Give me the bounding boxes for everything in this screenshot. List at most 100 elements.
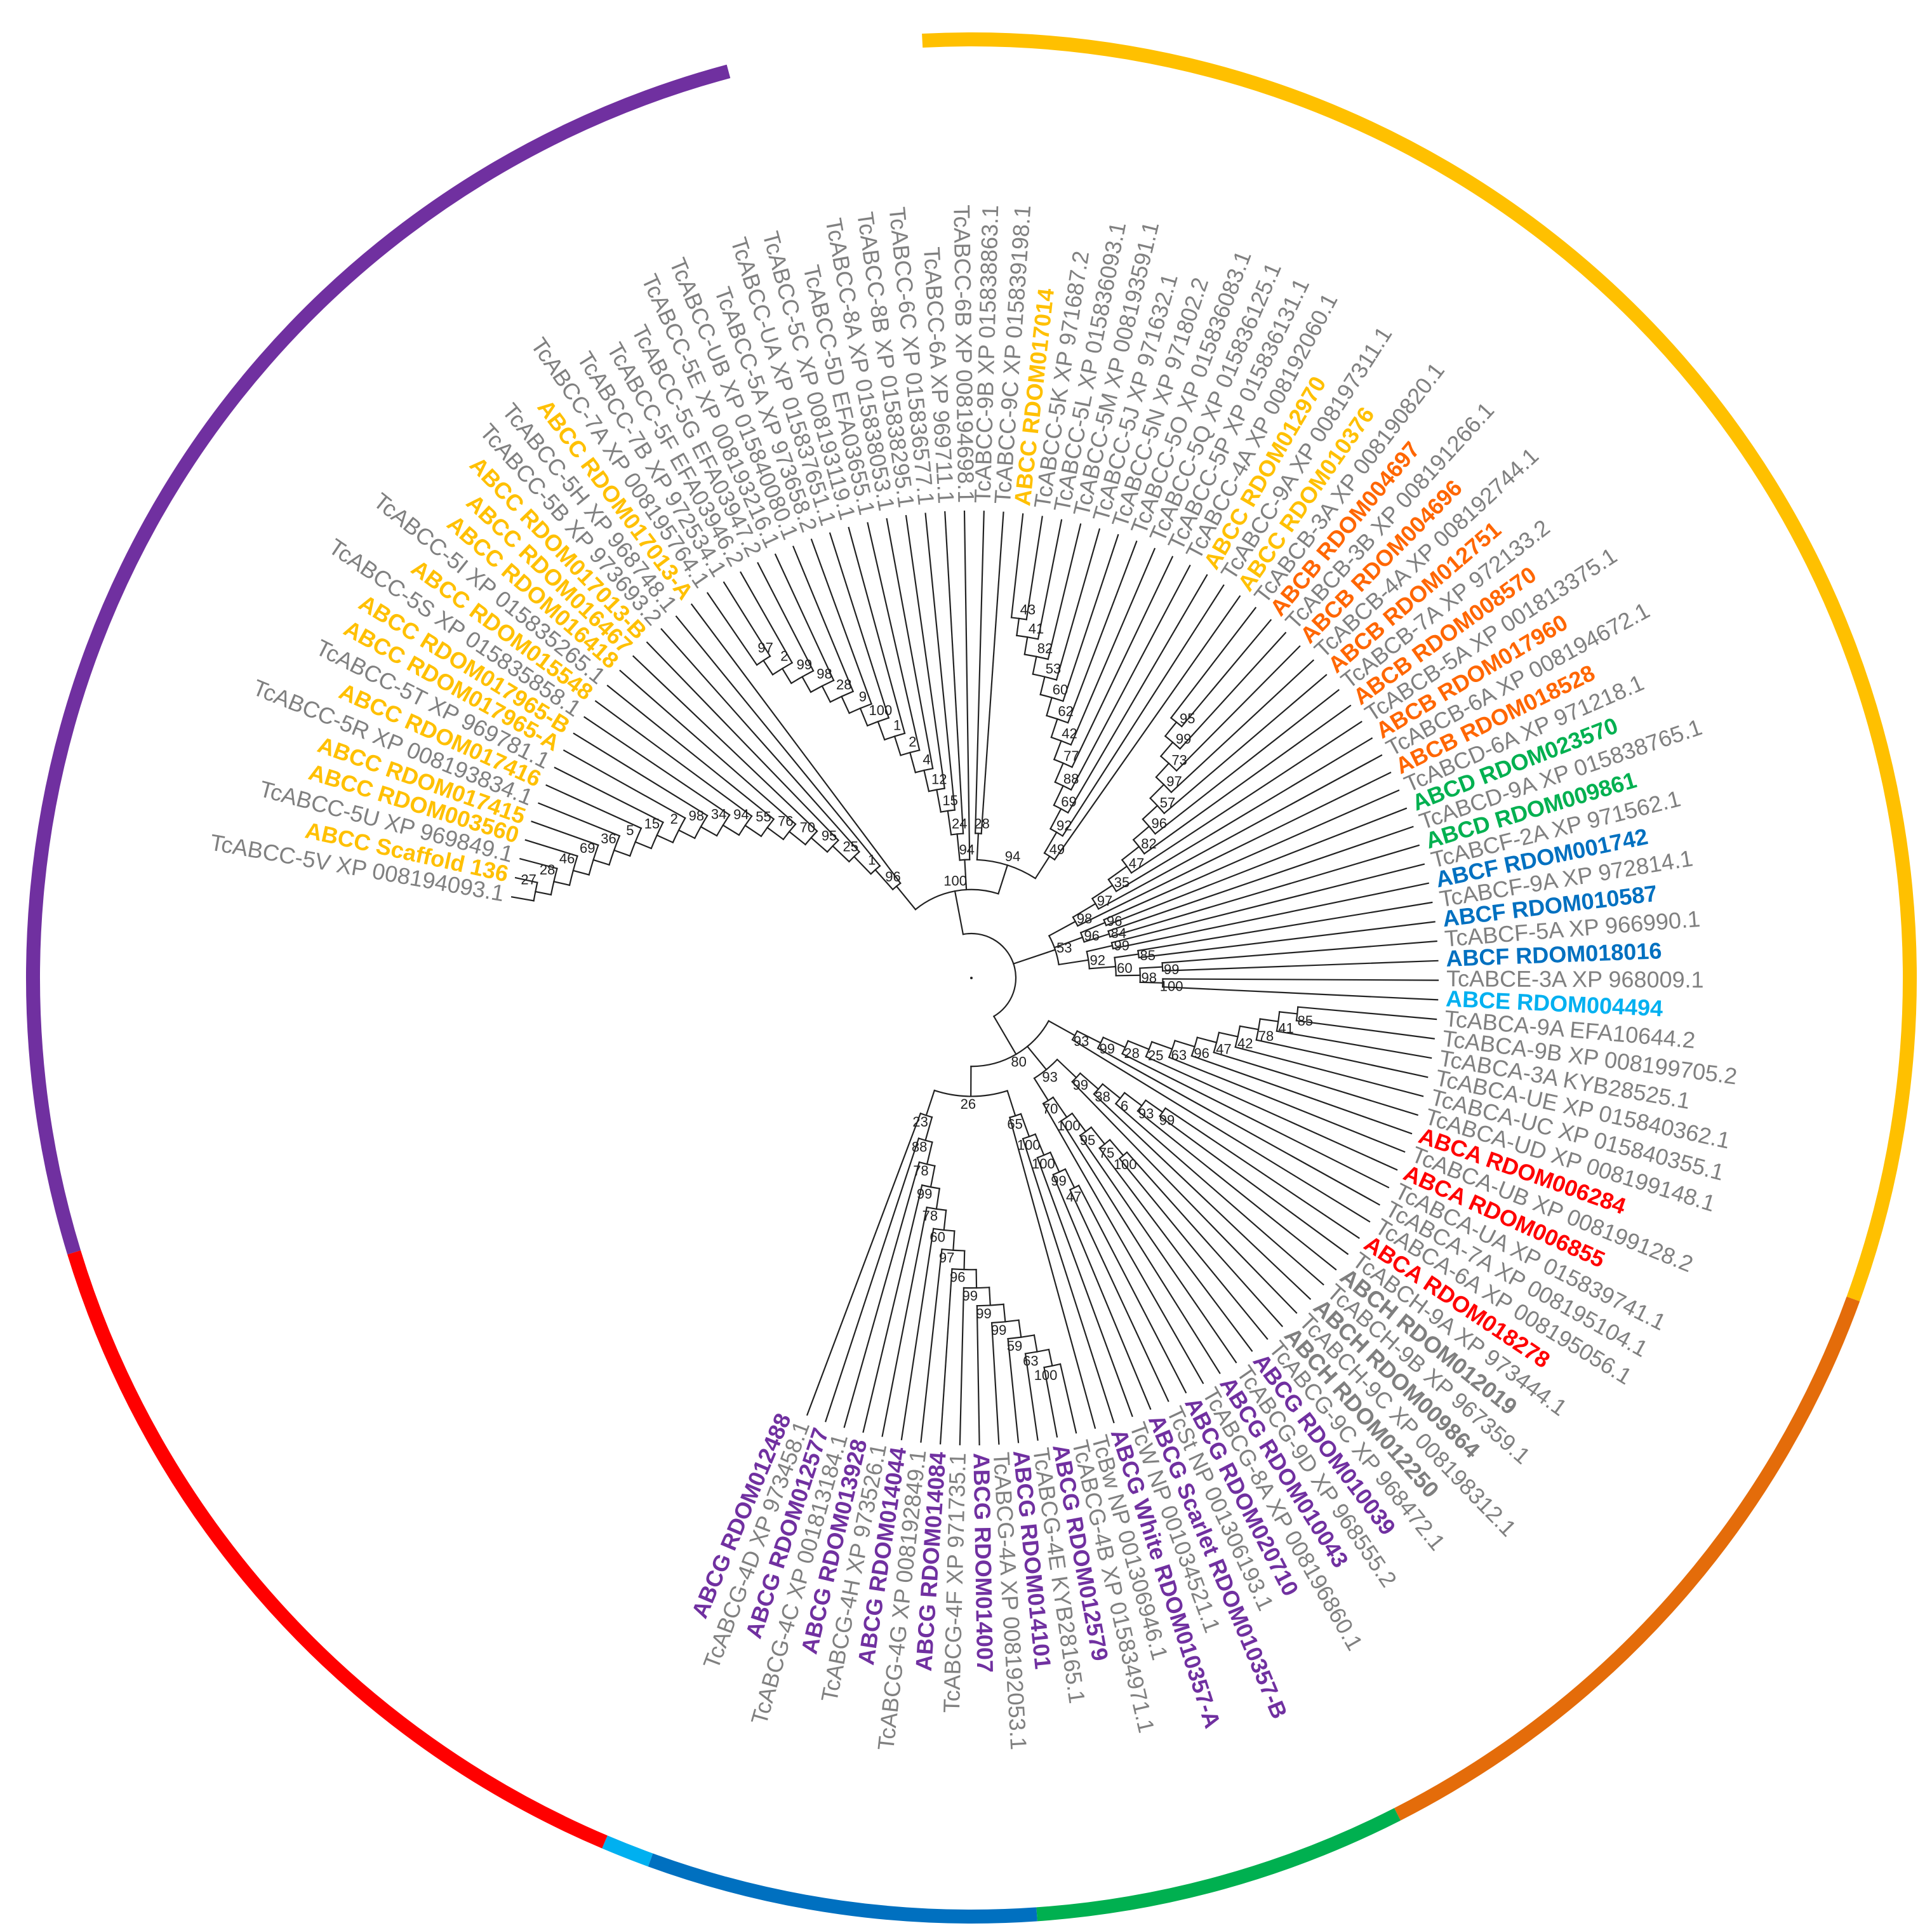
bootstrap-value: 99 [1159,1113,1175,1128]
branch-line [1162,978,1439,981]
bootstrap-value: 35 [1114,874,1129,890]
bootstrap-value: 15 [644,816,660,832]
branch-line [1006,1090,1016,1117]
bootstrap-value: 85 [1140,947,1156,963]
branch-arc [914,888,999,911]
bootstrap-value: 92 [1089,953,1105,968]
leaf-label: ABCG RDOM014007 [968,1452,998,1673]
bootstrap-value: 99 [1073,1077,1088,1093]
leaf-label: TcABCC-6B XP 008194698.1 [949,204,979,503]
branch-line [510,896,535,902]
branch-line [1276,1030,1432,1059]
branch-line [1024,1353,1039,1441]
bootstrap-value: 28 [540,862,555,878]
bootstrap-value: 84 [1111,925,1126,941]
group-arc-abca [67,1250,608,1849]
branch-line [988,1287,991,1306]
branch-line [774,553,835,681]
branch-line [859,707,869,727]
bootstrap-value: 94 [733,807,749,822]
bootstrap-value: 73 [1171,752,1187,768]
branch-arc [829,690,855,703]
branch-line [1050,718,1058,739]
branch-arc [771,662,794,676]
branch-line [1067,574,1208,814]
branch-line [920,1248,943,1443]
branch-line [1052,1096,1068,1118]
branch-line [963,1250,966,1271]
branch-line [757,562,815,672]
branch-line [1033,1334,1038,1353]
bootstrap-value: 99 [963,1288,978,1304]
bootstrap-value: 99 [797,657,812,673]
branch-line [874,869,894,891]
bootstrap-value: 65 [1007,1116,1022,1132]
bootstrap-value: 99 [917,1186,932,1202]
branch-line [740,571,794,664]
branch-line [939,1268,953,1445]
bootstrap-value: 42 [1237,1035,1253,1051]
branch-line [848,526,906,735]
branch-line [1132,825,1150,841]
bootstrap-value: 97 [757,639,773,655]
branch-line [1130,720,1362,874]
bootstrap-value: 98 [689,808,704,824]
branch-line [1149,783,1165,800]
bootstrap-value: 85 [1298,1013,1313,1029]
branch-line [1009,1116,1096,1429]
branch-line [1121,845,1140,861]
branch-line [1109,844,1420,938]
branch-line [1097,754,1383,910]
branch-line [722,824,740,836]
branch-line [1042,1102,1204,1384]
bootstrap-value: 6 [1121,1098,1128,1114]
branch-line [1093,1093,1312,1301]
bootstrap-value: 53 [1046,661,1061,677]
branch-line [943,1209,947,1231]
branch-line [1145,1055,1398,1171]
branch-line [1016,617,1020,636]
bootstrap-value: 100 [869,702,892,718]
branch-line [881,1206,928,1437]
bootstrap-value: 96 [950,1269,965,1285]
branch-line [1180,619,1272,728]
branch-line [1070,547,1156,746]
branch-line [1096,1047,1380,1206]
branch-line [1062,584,1225,837]
bootstrap-value: 99 [1176,731,1191,747]
bootstrap-value: 78 [923,1208,938,1224]
tree-branches [510,510,1439,1446]
branch-line [1022,1137,1115,1424]
bootstrap-value: 94 [959,842,975,858]
branch-line [956,833,961,861]
branch-line [853,855,872,875]
branch-line [1053,740,1062,761]
bootstrap-value: 97 [1166,773,1182,789]
branch-line [1126,1151,1284,1327]
branch-line [723,581,771,657]
group-arc-abcg-abch [26,64,731,1255]
branch-line [841,695,851,714]
branch-line [1255,1039,1429,1078]
bootstrap-value: 55 [756,809,771,825]
branch-line [1164,721,1178,737]
group-arc-abcb [1394,1296,1860,1821]
branch-line [1054,762,1065,784]
bootstrap-value: 76 [778,813,793,829]
branch-line [1164,1107,1360,1239]
branch-line [886,518,934,770]
branch-line [947,810,952,836]
branch-arc [962,932,1017,1017]
branch-line [964,859,968,891]
branch-line [905,515,946,789]
bootstrap-value: 100 [1160,979,1183,994]
group-arc-abce [602,1835,653,1867]
branch-line [1083,933,1110,943]
branch-line [592,859,610,866]
branch-line [1159,741,1174,758]
branch-line [1048,920,1077,937]
branch-line [1297,1006,1437,1021]
branch-line [1154,689,1340,835]
branch-line [1047,523,1082,660]
